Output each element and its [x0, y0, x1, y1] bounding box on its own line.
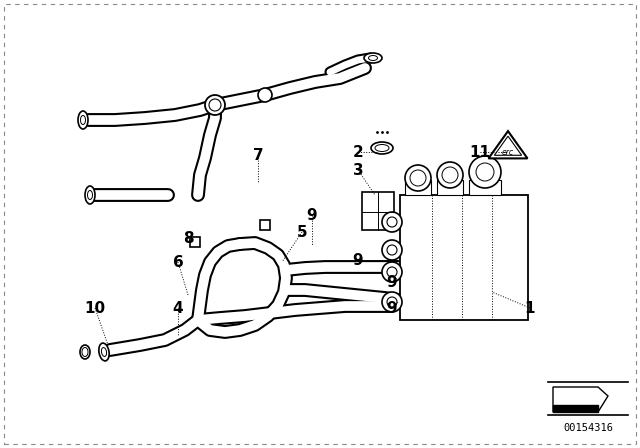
Polygon shape [494, 136, 522, 155]
Text: 4: 4 [173, 301, 183, 315]
Text: 2: 2 [353, 145, 364, 159]
Text: 9: 9 [387, 275, 397, 289]
FancyBboxPatch shape [260, 220, 270, 230]
Ellipse shape [85, 186, 95, 204]
Text: 00154316: 00154316 [563, 423, 613, 433]
Text: 10: 10 [84, 301, 106, 315]
Circle shape [382, 240, 402, 260]
Text: 3: 3 [353, 163, 364, 177]
Text: 8: 8 [182, 231, 193, 246]
FancyBboxPatch shape [362, 192, 394, 230]
Ellipse shape [81, 116, 86, 125]
Bar [469, 180, 501, 195]
Ellipse shape [88, 190, 93, 199]
Text: erc: erc [502, 147, 514, 156]
Ellipse shape [371, 142, 393, 154]
Ellipse shape [101, 348, 107, 357]
Text: 9: 9 [353, 253, 364, 267]
Text: 6: 6 [173, 254, 184, 270]
Text: 9: 9 [387, 301, 397, 315]
Circle shape [442, 167, 458, 183]
Circle shape [469, 156, 501, 188]
Ellipse shape [364, 53, 382, 63]
Polygon shape [553, 405, 598, 412]
Text: 1: 1 [525, 301, 535, 315]
Circle shape [387, 217, 397, 227]
Circle shape [405, 165, 431, 191]
Circle shape [209, 99, 221, 111]
Ellipse shape [82, 348, 88, 357]
Circle shape [205, 95, 225, 115]
Circle shape [382, 292, 402, 312]
Ellipse shape [369, 56, 378, 60]
Ellipse shape [78, 111, 88, 129]
Circle shape [410, 170, 426, 186]
Text: 9: 9 [307, 207, 317, 223]
Bar [437, 180, 463, 195]
Polygon shape [553, 387, 608, 412]
Circle shape [476, 163, 494, 181]
Bar [405, 180, 431, 195]
Circle shape [387, 267, 397, 277]
Circle shape [387, 245, 397, 255]
Circle shape [387, 297, 397, 307]
Circle shape [382, 212, 402, 232]
Text: 11: 11 [470, 145, 490, 159]
Ellipse shape [375, 145, 389, 151]
Circle shape [382, 262, 402, 282]
Text: 7: 7 [253, 147, 263, 163]
Polygon shape [488, 131, 527, 159]
Bar [400, 195, 528, 320]
Circle shape [258, 88, 272, 102]
Circle shape [437, 162, 463, 188]
FancyBboxPatch shape [190, 237, 200, 247]
Ellipse shape [80, 345, 90, 359]
Ellipse shape [99, 343, 109, 361]
Text: 5: 5 [297, 224, 307, 240]
